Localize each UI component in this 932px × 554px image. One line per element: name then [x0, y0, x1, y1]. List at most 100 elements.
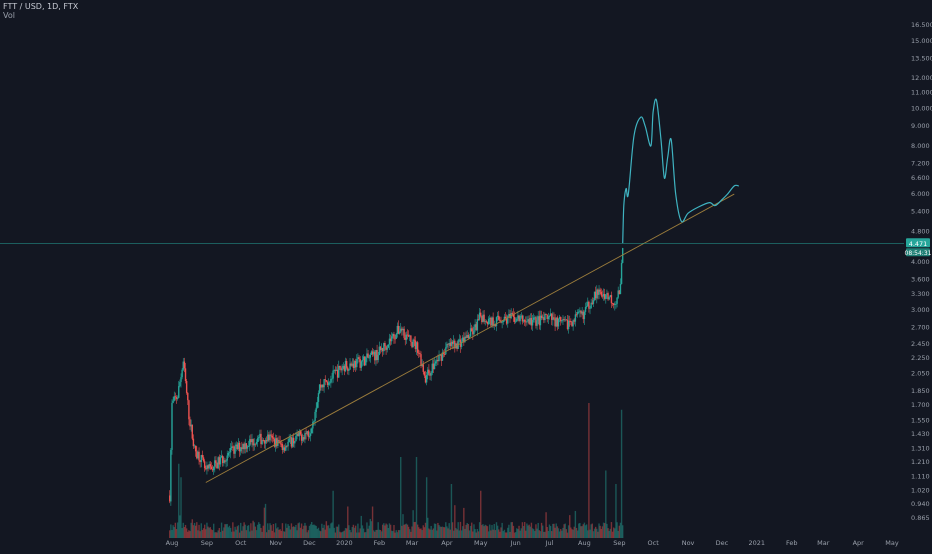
candle-body[interactable]: [229, 447, 232, 453]
candle-body[interactable]: [451, 341, 454, 344]
candle-body[interactable]: [464, 336, 466, 343]
candle-body[interactable]: [231, 446, 233, 448]
candle-body[interactable]: [366, 353, 368, 358]
candle-body[interactable]: [594, 291, 597, 299]
candle-body[interactable]: [286, 445, 288, 447]
candle-body[interactable]: [566, 319, 569, 330]
candle-body[interactable]: [445, 347, 447, 355]
candle-body[interactable]: [256, 438, 259, 443]
candle-body[interactable]: [409, 335, 411, 337]
candle-body[interactable]: [538, 316, 541, 326]
candle-body[interactable]: [622, 248, 624, 263]
candle-body[interactable]: [347, 367, 349, 371]
candle-body[interactable]: [378, 346, 381, 355]
candle-body[interactable]: [589, 308, 591, 309]
candle-body[interactable]: [619, 283, 622, 295]
candle-body[interactable]: [609, 295, 612, 298]
candle-body[interactable]: [325, 380, 328, 382]
candle-body[interactable]: [365, 357, 367, 366]
candle-body[interactable]: [516, 318, 518, 322]
candle-body[interactable]: [352, 363, 355, 368]
candle-body[interactable]: [332, 370, 334, 379]
candle-body[interactable]: [178, 386, 180, 398]
candle-body[interactable]: [473, 327, 475, 335]
candle-body[interactable]: [465, 336, 467, 338]
candle-body[interactable]: [450, 341, 453, 346]
candle-body[interactable]: [379, 346, 382, 351]
candle-body[interactable]: [280, 443, 282, 445]
candle-body[interactable]: [424, 375, 427, 383]
candle-body[interactable]: [480, 312, 482, 316]
candle-body[interactable]: [543, 317, 545, 321]
candle-body[interactable]: [569, 320, 571, 322]
candle-body[interactable]: [215, 460, 217, 463]
candle-body[interactable]: [523, 320, 526, 322]
candle-body[interactable]: [551, 313, 553, 320]
candle-body[interactable]: [485, 321, 488, 323]
candle-body[interactable]: [421, 364, 423, 367]
candle-body[interactable]: [224, 460, 226, 462]
candle-body[interactable]: [384, 342, 386, 347]
candle-body[interactable]: [495, 317, 498, 326]
symbol-title[interactable]: FTT / USD, 1D, FTX: [3, 2, 79, 11]
candle-body[interactable]: [200, 455, 202, 463]
candle-body[interactable]: [350, 363, 352, 366]
candle-body[interactable]: [182, 361, 184, 370]
candle-body[interactable]: [236, 444, 239, 449]
candle-body[interactable]: [246, 446, 249, 449]
candle-body[interactable]: [192, 438, 195, 447]
candle-body[interactable]: [353, 361, 356, 368]
candle-body[interactable]: [456, 343, 458, 349]
candle-body[interactable]: [615, 303, 617, 305]
candle-body[interactable]: [218, 457, 221, 465]
candle-body[interactable]: [235, 444, 237, 447]
candle-body[interactable]: [273, 438, 276, 447]
candle-body[interactable]: [348, 369, 350, 371]
candle-body[interactable]: [557, 318, 560, 327]
candle-body[interactable]: [545, 314, 547, 315]
candle-body[interactable]: [238, 442, 241, 452]
candle-body[interactable]: [535, 317, 537, 326]
candle-body[interactable]: [526, 321, 528, 322]
candle-body[interactable]: [318, 384, 321, 394]
candle-body[interactable]: [254, 443, 257, 445]
candle-body[interactable]: [593, 291, 596, 301]
candle-body[interactable]: [237, 442, 240, 449]
candle-body[interactable]: [397, 325, 400, 334]
candle-body[interactable]: [481, 315, 483, 323]
candle-body[interactable]: [484, 321, 486, 323]
candle-body[interactable]: [334, 370, 337, 372]
candle-body[interactable]: [175, 397, 178, 399]
candle-body[interactable]: [356, 359, 358, 368]
candle-body[interactable]: [418, 352, 420, 354]
candle-body[interactable]: [522, 320, 525, 322]
candle-body[interactable]: [606, 293, 608, 295]
candle-body[interactable]: [344, 361, 347, 372]
candle-body[interactable]: [411, 341, 413, 348]
candle-body[interactable]: [508, 313, 510, 317]
candle-body[interactable]: [172, 400, 174, 403]
candle-body[interactable]: [469, 328, 472, 337]
candle-body[interactable]: [502, 320, 504, 322]
candle-body[interactable]: [206, 465, 208, 470]
candle-body[interactable]: [407, 335, 410, 337]
candle-body[interactable]: [260, 433, 262, 445]
candle-body[interactable]: [190, 424, 192, 427]
candle-body[interactable]: [249, 439, 251, 447]
candle-body[interactable]: [268, 434, 270, 441]
candle-body[interactable]: [370, 351, 373, 355]
candle-body[interactable]: [292, 437, 295, 444]
candle-body[interactable]: [491, 317, 493, 326]
candle-body[interactable]: [437, 359, 439, 362]
candle-body[interactable]: [243, 443, 245, 450]
candle-body[interactable]: [498, 315, 500, 320]
candle-body[interactable]: [203, 461, 206, 469]
candle-body[interactable]: [520, 315, 522, 317]
candle-body[interactable]: [513, 316, 516, 322]
candle-body[interactable]: [372, 351, 375, 355]
candle-body[interactable]: [272, 437, 275, 439]
candle-body[interactable]: [197, 451, 199, 459]
candle-body[interactable]: [532, 317, 535, 320]
candle-body[interactable]: [410, 335, 412, 342]
x-axis[interactable]: Aug Sep Oct Nov Dec 2020 Feb Mar Apr May Jun Jul Aug…: [166, 539, 899, 547]
